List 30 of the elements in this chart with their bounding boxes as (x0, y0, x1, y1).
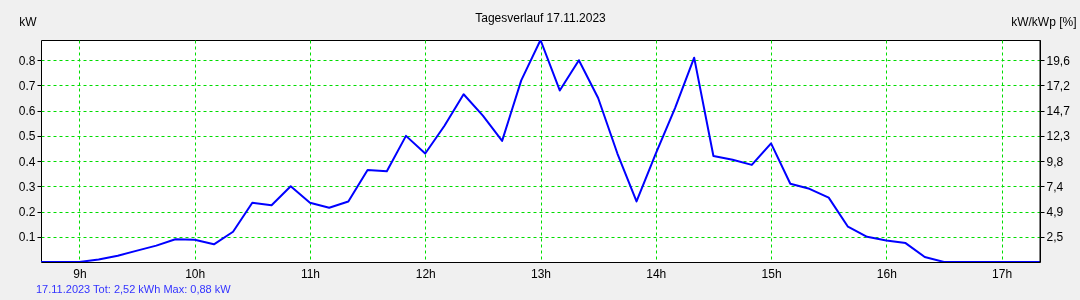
chart-title: Tagesverlauf 17.11.2023 (475, 11, 607, 25)
x-tick-label: 11h (300, 266, 321, 281)
x-tick-label: 16h (876, 266, 897, 281)
y-tick-label: 0.5 (18, 129, 36, 144)
y2-tick-label: 7,4 (1046, 179, 1064, 194)
y-tick-label: 0.8 (18, 53, 36, 68)
y-axis-title: kW (19, 14, 38, 29)
y-tick-label: 0.6 (18, 104, 36, 119)
y-tick-label: 0.1 (18, 230, 36, 245)
y-tick-label: 0.4 (18, 154, 36, 169)
x-tick-label: 10h (185, 266, 206, 281)
y2-tick-label: 14,7 (1046, 104, 1071, 119)
y2-tick-label: 4,9 (1046, 205, 1064, 220)
y-tick-label: 0.2 (18, 205, 36, 220)
y2-tick-label: 2,5 (1046, 230, 1064, 245)
x-tick-label: 15h (761, 266, 782, 281)
y2-tick-label: 19,6 (1046, 53, 1071, 68)
y2-tick-label: 9,8 (1046, 154, 1064, 169)
y2-axis-title: kW/kWp [%] (1011, 14, 1077, 29)
y-tick-label: 0.7 (18, 78, 36, 93)
y2-tick-label: 17,2 (1046, 78, 1071, 93)
x-tick-label: 12h (415, 266, 436, 281)
x-tick-label: 17h (992, 266, 1013, 281)
text: 17.11.2023 Tot: 2,52 kWh Max: 0,88 kW (36, 283, 232, 295)
y-tick-label: 0.3 (18, 179, 36, 194)
x-tick-label: 13h (530, 266, 552, 281)
x-tick-label: 9h (73, 266, 87, 281)
y2-tick-label: 12,3 (1046, 129, 1071, 144)
line-series (41, 40, 1040, 262)
x-tick-label: 14h (646, 266, 667, 281)
